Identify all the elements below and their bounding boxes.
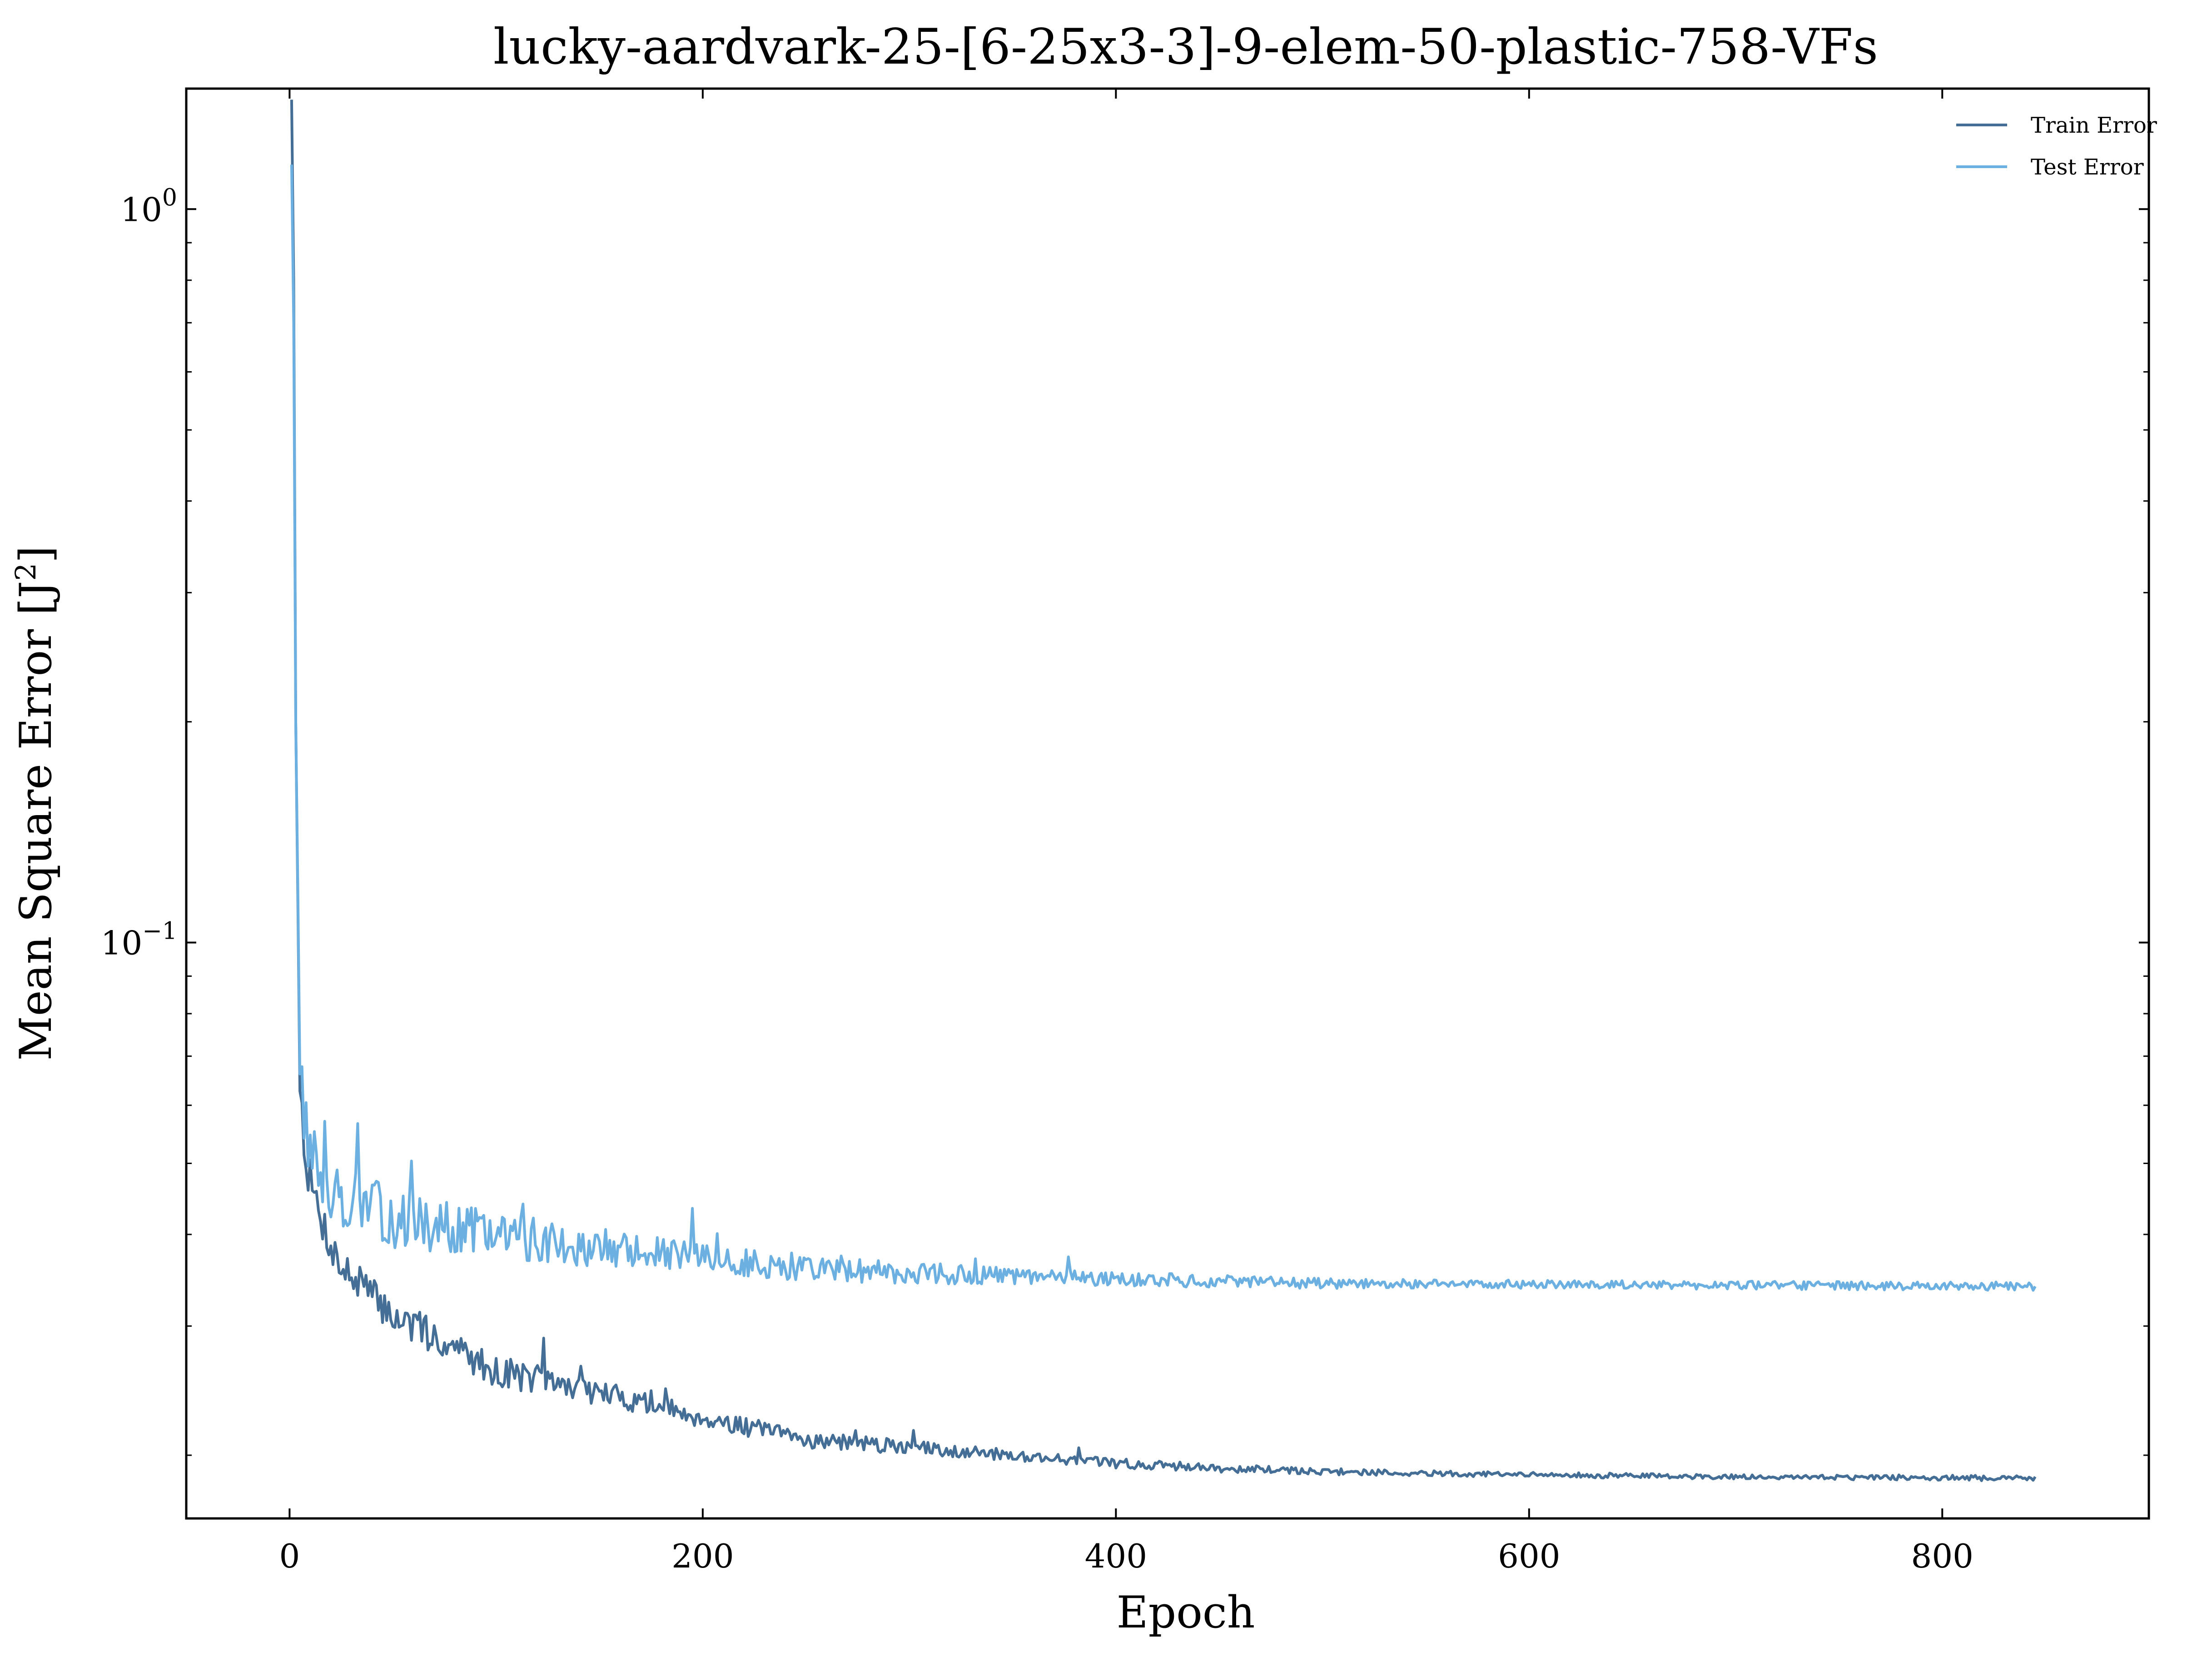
- y-axis-label: Mean Square Error [J2]: [9, 546, 61, 1060]
- x-tick-label: 400: [1085, 1537, 1147, 1575]
- y-tick-label: 100: [120, 184, 177, 229]
- y-axis-label-text-end: ]: [10, 546, 61, 562]
- x-tick-label: 600: [1498, 1537, 1560, 1575]
- x-tick-label: 0: [279, 1537, 300, 1575]
- series-line: [290, 100, 2037, 1482]
- y-tick-label: 10−1: [101, 918, 177, 962]
- x-axis-ticks: 0 200 400 600 800: [279, 89, 1973, 1575]
- plot-lines: [290, 100, 2037, 1482]
- y-axis-ticks: 100 10−1: [101, 184, 2149, 1456]
- y-axis-label-sup: 2: [9, 563, 42, 581]
- legend-entry: Train Error: [2031, 113, 2157, 138]
- x-tick-label: 800: [1911, 1537, 1973, 1575]
- y-axis-label-text: Mean Square Error [J: [10, 581, 61, 1060]
- chart-title: lucky-aardvark-25-[6-25x3-3]-9-elem-50-p…: [493, 19, 1878, 75]
- series-line: [290, 164, 2037, 1292]
- legend: Train Error Test Error: [1956, 113, 2157, 180]
- plot-frame: [185, 87, 2150, 1520]
- x-tick-label: 200: [671, 1537, 734, 1575]
- legend-entry: Test Error: [2031, 154, 2144, 180]
- x-axis-label: Epoch: [1117, 1587, 1255, 1638]
